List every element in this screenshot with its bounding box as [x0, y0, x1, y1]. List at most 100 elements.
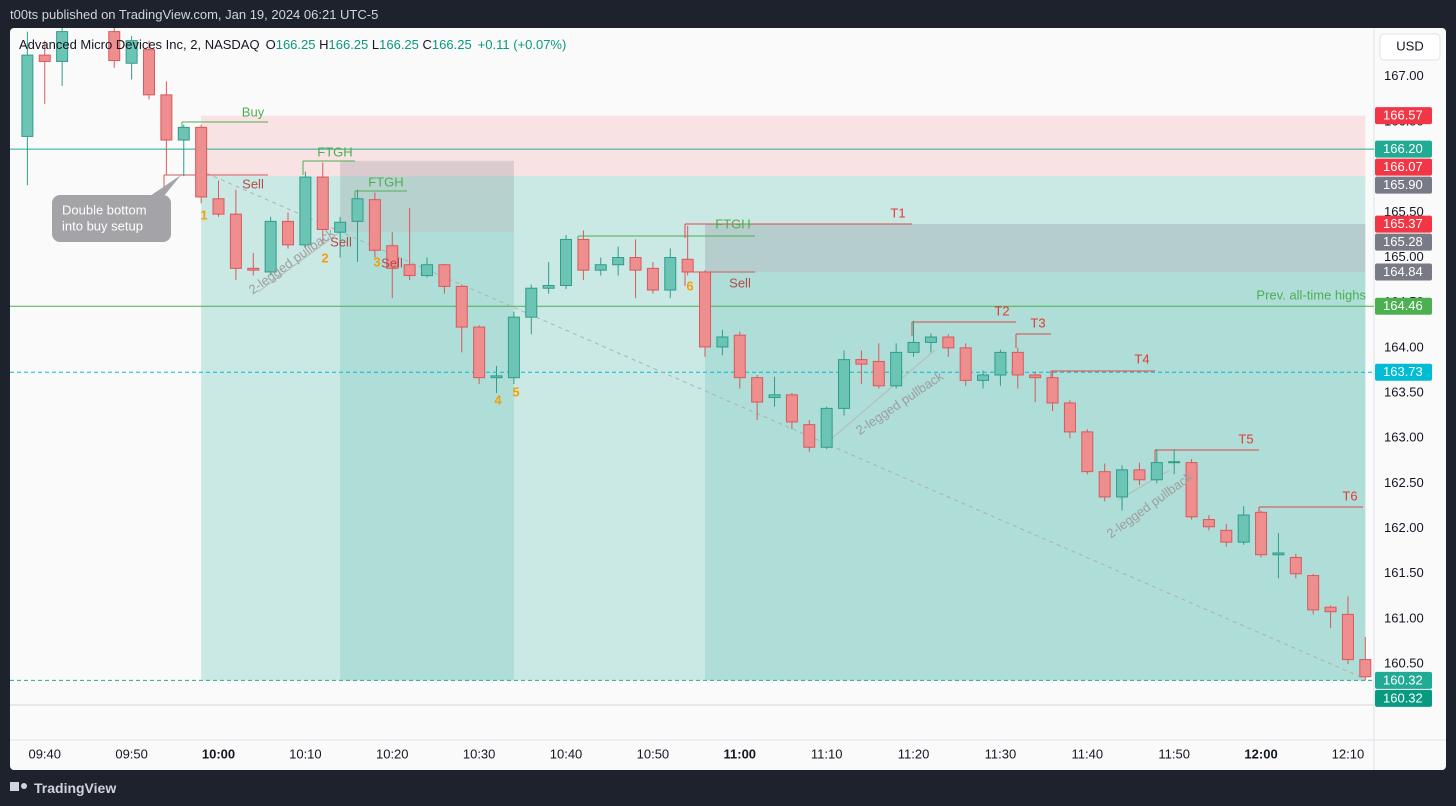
y-tick-label: 163.00	[1384, 430, 1424, 445]
candle-body	[473, 326, 486, 379]
price-badge-label: 163.73	[1383, 364, 1423, 379]
price-badge	[1375, 176, 1432, 194]
currency-button[interactable]	[1379, 33, 1441, 61]
currency: USD	[1396, 38, 1423, 53]
candle-body	[368, 199, 381, 251]
zone	[340, 160, 514, 233]
x-tick-label: 12:10	[1332, 746, 1365, 761]
price-badge	[1375, 233, 1432, 251]
candle-body	[455, 285, 468, 328]
candle-body	[282, 220, 295, 246]
candle-body	[1046, 377, 1059, 404]
y-tick-label: 160.50	[1384, 656, 1424, 671]
y-tick-label: 162.00	[1384, 520, 1424, 535]
price-badge-label: 166.20	[1383, 141, 1423, 156]
level-label: Prev. all-time highs	[1256, 288, 1366, 303]
candle-body	[229, 213, 242, 269]
y-tick-label: 162.50	[1384, 475, 1424, 490]
candle-body	[1185, 462, 1198, 518]
candle-body	[838, 359, 851, 409]
annotation: Buy	[242, 104, 265, 119]
x-tick-label: 10:20	[376, 746, 409, 761]
price-badge-label: 164.84	[1383, 264, 1423, 279]
candle-body	[56, 31, 69, 62]
candle-body	[403, 264, 416, 277]
candle-body	[994, 351, 1007, 376]
candle-body	[160, 94, 173, 141]
y-tick-label: 161.00	[1384, 610, 1424, 625]
x-tick-label: 10:00	[202, 746, 235, 761]
price-badge	[1375, 158, 1432, 176]
pullback-line	[257, 231, 341, 293]
logo	[10, 782, 27, 791]
candle-body	[733, 334, 746, 379]
ohlc-value: 166.25	[431, 37, 472, 52]
annotation: Sell	[330, 234, 352, 249]
candle-body	[594, 264, 607, 271]
x-tick-label: 11:30	[985, 746, 1017, 761]
candle-body	[1202, 519, 1215, 528]
candle-body	[143, 49, 156, 96]
candle-body	[316, 176, 329, 230]
y-tick-label: 165.00	[1384, 249, 1424, 264]
candle-body	[785, 394, 798, 423]
candle-body	[1011, 351, 1024, 376]
candle-body	[977, 374, 990, 381]
callout-text: into buy setup	[62, 218, 143, 233]
x-tick-label: 11:40	[1072, 746, 1104, 761]
candle-body	[438, 264, 451, 287]
annotation: T5	[1238, 431, 1253, 446]
candle-body	[1359, 659, 1372, 678]
x-tick-label: 09:40	[28, 746, 61, 761]
candle-body	[681, 258, 694, 273]
y-tick-label: 164.00	[1384, 339, 1424, 354]
x-tick-label: 10:10	[289, 746, 322, 761]
candle-body	[1116, 469, 1129, 498]
price-badge	[1375, 671, 1432, 689]
candle-body	[264, 220, 277, 273]
candle-body	[212, 198, 225, 215]
bar-count: 4	[494, 392, 502, 407]
candle-body	[525, 287, 538, 318]
price-badge	[1375, 297, 1432, 315]
candle-body	[1307, 575, 1320, 611]
x-tick-label: 10:30	[463, 746, 496, 761]
y-tick-label: 161.50	[1384, 565, 1424, 580]
y-tick-label: 163.50	[1384, 384, 1424, 399]
ohlc-value: 166.25	[379, 37, 419, 52]
candle-body	[1133, 469, 1146, 481]
legend: Advanced Micro Devices Inc, 2, NASDAQ O16…	[19, 37, 566, 52]
annotation: FTGH	[715, 216, 750, 231]
pullback-line	[829, 349, 936, 441]
bar-count: 6	[686, 278, 693, 293]
x-tick-label: 10:50	[637, 746, 670, 761]
candle-body	[768, 394, 781, 399]
candle-body	[195, 126, 208, 198]
annotation: T4	[1134, 351, 1149, 366]
zone	[201, 115, 1366, 177]
bar-count: 1	[200, 207, 207, 222]
candle-body	[942, 336, 955, 349]
candle-body	[351, 198, 364, 222]
annotation: FTGH	[368, 174, 403, 189]
candle-body	[1255, 511, 1268, 556]
annotation: Sell	[242, 176, 264, 191]
zone	[340, 232, 514, 681]
ohlc-label: L	[371, 37, 380, 52]
callout-box	[52, 195, 171, 242]
brand: TradingView	[34, 780, 117, 796]
candle-body	[386, 245, 399, 269]
bar-count: 5	[512, 384, 519, 399]
candle-body	[1220, 529, 1233, 543]
price-badge-label: 165.37	[1383, 216, 1423, 231]
price-badge-label: 164.46	[1383, 298, 1423, 313]
annotation: Sell	[729, 275, 751, 290]
x-tick-label: 11:00	[724, 746, 757, 761]
annotation: T6	[1342, 488, 1357, 503]
candle-body	[1324, 606, 1337, 613]
price-badge-label: 166.57	[1383, 108, 1423, 123]
candle-body	[820, 407, 833, 448]
price-badge	[1375, 140, 1432, 158]
x-tick-label: 10:40	[550, 746, 583, 761]
